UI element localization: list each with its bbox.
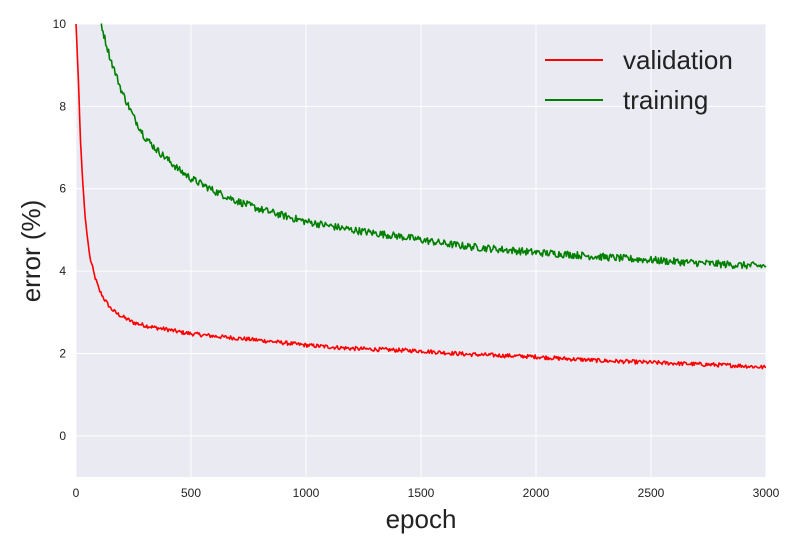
x-axis-label: epoch [386, 504, 457, 534]
x-tick-label: 2500 [638, 486, 665, 500]
x-tick-label: 1000 [293, 486, 320, 500]
x-tick-label: 3000 [753, 486, 780, 500]
legend: validation training [545, 45, 733, 115]
x-tick-label: 1500 [408, 486, 435, 500]
x-tick-label: 0 [73, 486, 80, 500]
y-tick-label: 2 [59, 346, 66, 360]
series-line-validation [75, 23, 767, 370]
y-axis-label: error (%) [16, 200, 46, 303]
grid-lines [75, 23, 767, 477]
y-tick-labels: 0 2 4 6 8 10 [53, 17, 67, 443]
legend-label-validation: validation [623, 45, 733, 75]
y-tick-label: 4 [59, 264, 66, 278]
y-tick-label: 0 [59, 429, 66, 443]
y-tick-label: 6 [59, 182, 66, 196]
x-tick-labels: 0 500 1000 1500 2000 2500 3000 [73, 486, 780, 500]
series-layer [75, 23, 767, 370]
x-tick-label: 2000 [523, 486, 550, 500]
y-tick-label: 10 [53, 17, 67, 31]
y-tick-label: 8 [59, 99, 66, 113]
x-tick-label: 500 [181, 486, 201, 500]
legend-label-training: training [623, 85, 708, 115]
series-line-training [100, 23, 767, 270]
